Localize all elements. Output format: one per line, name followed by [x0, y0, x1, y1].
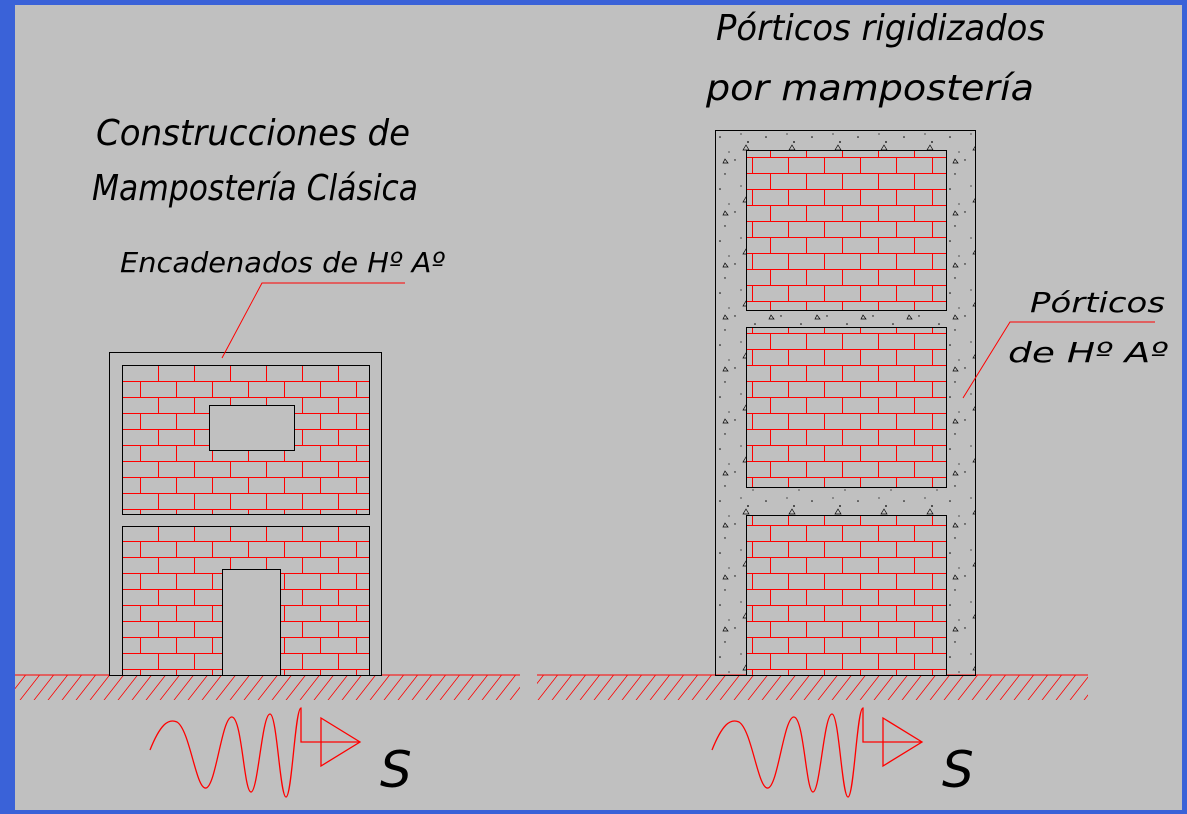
ground-hatch: [537, 675, 1088, 700]
left-title: Mampostería Clásica: [92, 168, 418, 209]
wave-symbol: S: [942, 741, 974, 799]
left-title: Construcciones de: [96, 113, 410, 154]
left-label: Encadenados de Hº Aº: [120, 246, 445, 279]
wave-symbol: S: [380, 741, 412, 799]
right-label: Pórticos: [1030, 286, 1165, 319]
frame-building: [715, 130, 976, 676]
right-title: Pórticos rigidizados: [716, 8, 1045, 49]
leader-line: [221, 282, 405, 359]
masonry-building: [109, 352, 382, 676]
right-title: por mampostería: [705, 68, 1034, 109]
leader-line: [962, 321, 1155, 399]
seismic-wave: [711, 707, 924, 798]
ground-hatch: [15, 675, 520, 700]
seismic-wave: [149, 707, 362, 798]
right-label: de Hº Aº: [1008, 336, 1168, 369]
